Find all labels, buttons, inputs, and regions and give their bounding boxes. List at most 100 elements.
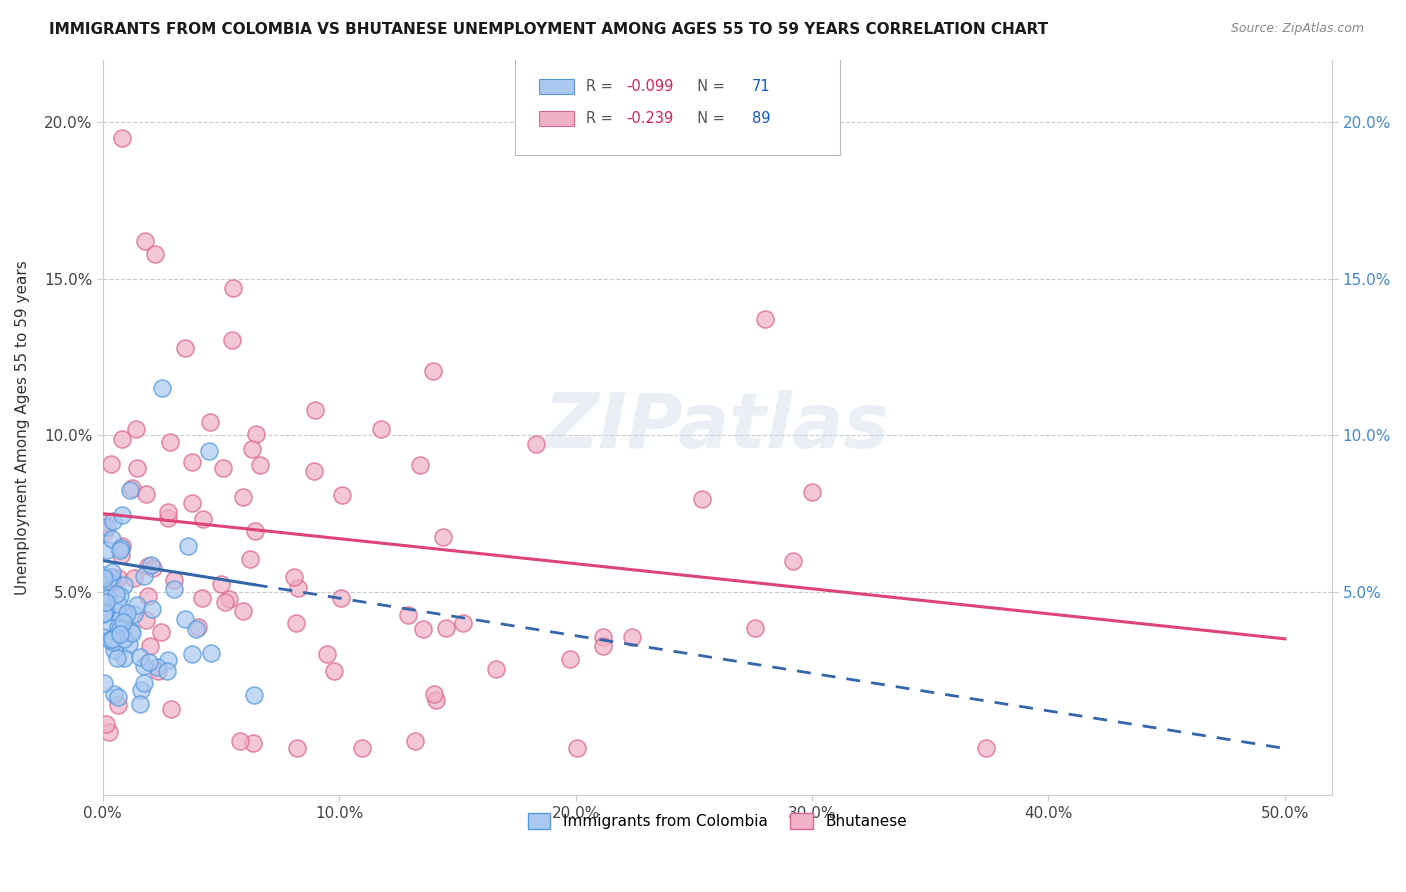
Point	[110, 131, 132, 145]
Point	[302, 464, 325, 478]
Point	[485, 662, 508, 676]
Point	[974, 741, 997, 756]
Point	[93, 676, 115, 690]
Point	[396, 607, 419, 622]
Point	[146, 659, 169, 673]
Point	[221, 333, 243, 347]
Point	[111, 615, 134, 629]
Point	[96, 543, 118, 558]
Point	[352, 741, 374, 756]
Point	[370, 422, 392, 436]
Point	[198, 415, 221, 429]
Point	[621, 630, 644, 644]
Point	[103, 514, 125, 528]
Point	[122, 571, 145, 585]
Point	[285, 741, 308, 756]
Point	[149, 624, 172, 639]
Point	[285, 615, 308, 630]
Text: 71: 71	[752, 79, 770, 95]
Point	[101, 632, 124, 647]
Point	[592, 630, 614, 644]
Point	[141, 601, 163, 615]
Point	[100, 457, 122, 471]
Point	[150, 381, 173, 395]
Point	[110, 543, 132, 558]
Point	[592, 639, 614, 653]
Point	[114, 613, 136, 627]
Point	[118, 637, 141, 651]
Point	[129, 682, 152, 697]
Point	[800, 485, 823, 500]
Point	[191, 591, 214, 605]
Point	[181, 496, 204, 510]
Point	[93, 571, 115, 585]
Point	[112, 578, 135, 592]
Point	[132, 659, 155, 673]
Point	[105, 605, 128, 619]
Point	[222, 281, 245, 295]
Point	[160, 701, 183, 715]
Point	[434, 622, 457, 636]
Point	[304, 403, 326, 417]
Point	[232, 490, 254, 504]
Point	[134, 234, 156, 248]
Point	[112, 632, 135, 647]
Point	[243, 688, 266, 702]
Point	[690, 492, 713, 507]
Point	[111, 508, 134, 522]
Point	[163, 582, 186, 596]
Point	[103, 687, 125, 701]
Point	[127, 598, 149, 612]
Point	[110, 627, 132, 641]
Point	[110, 622, 132, 636]
Point	[104, 587, 127, 601]
Point	[121, 626, 143, 640]
Point	[107, 571, 129, 585]
Point	[121, 482, 143, 496]
Point	[91, 582, 114, 597]
Point	[139, 640, 162, 654]
Text: R =: R =	[586, 111, 617, 126]
Point	[103, 642, 125, 657]
Point	[136, 589, 159, 603]
Text: Source: ZipAtlas.com: Source: ZipAtlas.com	[1230, 22, 1364, 36]
Text: -0.239: -0.239	[627, 111, 673, 126]
Point	[524, 436, 547, 450]
Point	[93, 524, 115, 539]
Point	[94, 605, 117, 619]
Point	[432, 529, 454, 543]
Point	[110, 432, 132, 446]
Point	[157, 511, 180, 525]
Point	[146, 664, 169, 678]
Text: R =: R =	[586, 79, 617, 95]
Point	[249, 458, 271, 473]
Point	[218, 591, 240, 606]
Point	[157, 505, 180, 519]
Point	[181, 647, 204, 661]
Point	[211, 461, 233, 475]
Point	[565, 741, 588, 756]
Point	[107, 651, 129, 665]
Point	[209, 576, 232, 591]
Point	[173, 612, 195, 626]
Text: IMMIGRANTS FROM COLOMBIA VS BHUTANESE UNEMPLOYMENT AMONG AGES 55 TO 59 YEARS COR: IMMIGRANTS FROM COLOMBIA VS BHUTANESE UN…	[49, 22, 1049, 37]
Point	[135, 614, 157, 628]
Text: 89: 89	[752, 111, 770, 126]
Point	[142, 561, 165, 575]
Point	[136, 558, 159, 573]
Point	[329, 591, 352, 606]
Point	[135, 487, 157, 501]
Point	[96, 519, 118, 533]
Point	[157, 653, 180, 667]
Legend: Immigrants from Colombia, Bhutanese: Immigrants from Colombia, Bhutanese	[522, 807, 914, 836]
Point	[110, 541, 132, 555]
Point	[107, 698, 129, 713]
Point	[91, 630, 114, 644]
Point	[139, 558, 162, 572]
Point	[404, 733, 426, 747]
Point	[93, 516, 115, 530]
Point	[94, 595, 117, 609]
Point	[412, 622, 434, 636]
Point	[782, 554, 804, 568]
Point	[558, 652, 581, 666]
